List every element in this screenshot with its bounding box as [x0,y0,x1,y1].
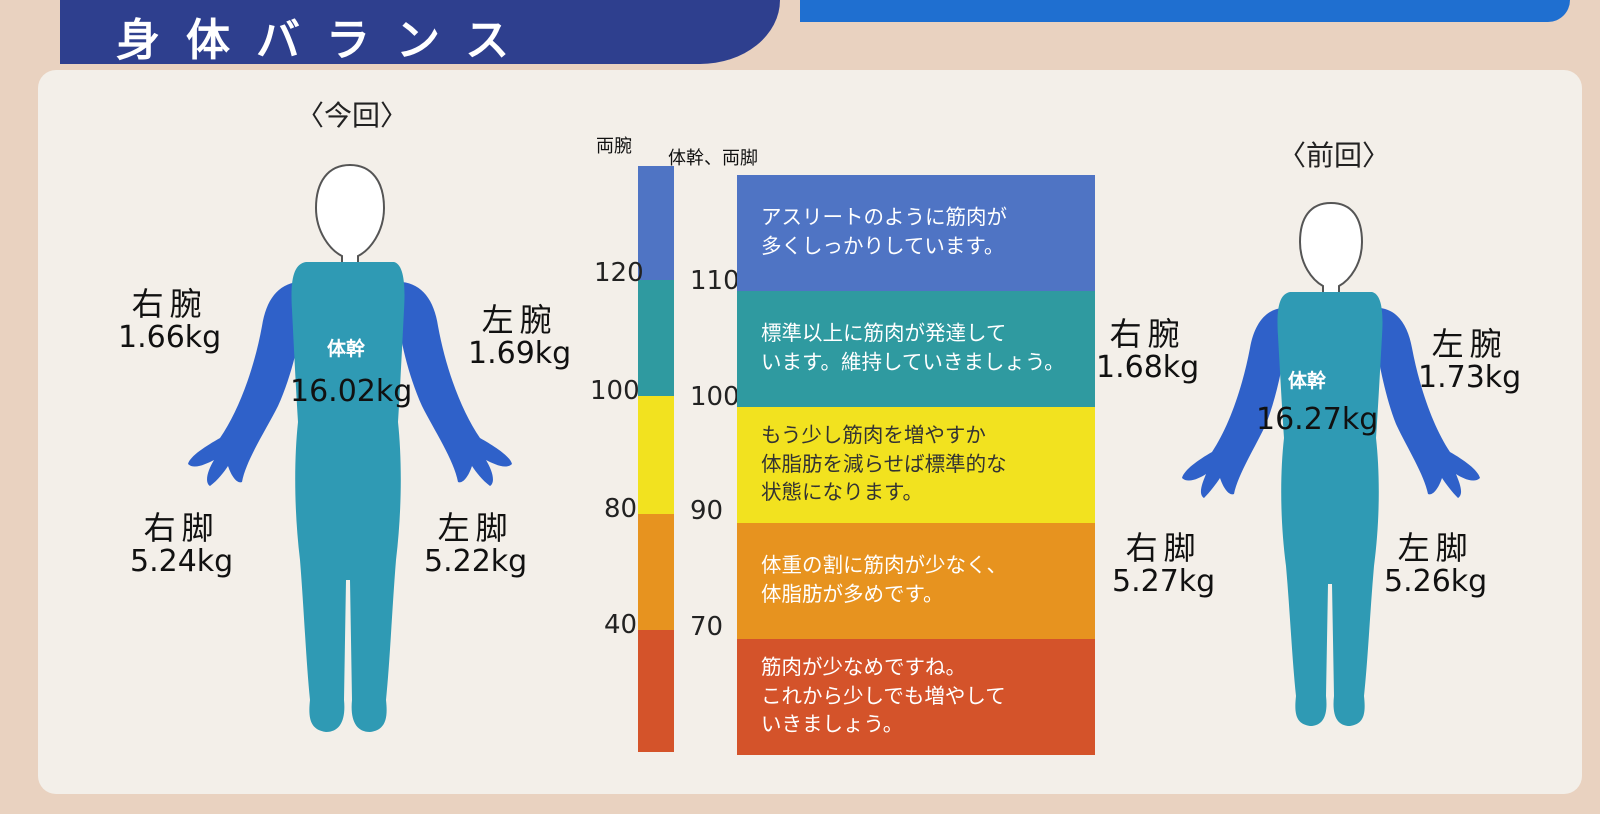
previous-trunk-value: 16.27kg [1256,402,1379,437]
current-left-leg-value: 5.22kg [424,543,528,579]
guide-row-athlete: アスリートのように筋肉が 多くしっかりしています。 [737,175,1095,291]
current-left-leg-name: 左脚 [437,509,514,547]
previous-right-arm-name: 右腕 [1109,315,1186,353]
guide-row-standard: もう少し筋肉を増やすか 体脂肪を減らせば標準的な 状態になります。 [737,407,1095,523]
guide-row-very-low: 筋肉が少なめですね。 これから少しでも増やして いきましょう。 [737,639,1095,755]
scale-color-bar [638,166,674,752]
previous-body-figure [1182,201,1480,726]
trunk-legs-tick: 90 [690,496,724,526]
previous-right-arm-label: 右腕 1.68kg [1096,315,1200,385]
title-band [60,0,780,64]
previous-label: 〈前回〉 [1278,139,1391,172]
current-right-leg-value: 5.24kg [130,543,234,579]
current-label: 〈今回〉 [296,99,409,132]
previous-right-leg-name: 右脚 [1125,529,1202,567]
current-left-leg-label: 左脚 5.22kg [424,509,528,579]
previous-left-arm-value: 1.73kg [1418,359,1522,395]
current-right-arm-name: 右腕 [131,285,208,323]
current-trunk [291,262,405,732]
scale-seg-above-standard [638,280,674,396]
previous-left-leg-value: 5.26kg [1384,563,1488,599]
previous-right-leg-value: 5.27kg [1112,563,1216,599]
arms-tick: 80 [604,494,638,524]
arms-scale-header: 両腕 [596,136,632,157]
guide-row-above-standard: 標準以上に筋肉が発達して います。維持していきましょう。 [737,291,1095,407]
scale-seg-low [638,514,674,630]
current-right-arm-value: 1.66kg [118,319,222,355]
current-trunk-value: 16.02kg [290,374,413,409]
previous-right-arm-value: 1.68kg [1096,349,1200,385]
trunk-legs-scale-header: 体幹、両脚 [668,148,758,169]
header-stripe [800,0,1570,22]
current-left-arm-label: 左腕 1.69kg [468,301,572,371]
previous-left-leg-name: 左脚 [1397,529,1474,567]
current-right-arm-label: 右腕 1.66kg [118,285,222,355]
current-right-arm [188,282,300,486]
scale-seg-standard [638,396,674,514]
previous-trunk [1277,292,1383,726]
current-left-arm [400,282,512,486]
current-right-leg-label: 右脚 5.24kg [130,509,234,579]
previous-left-arm-name: 左腕 [1431,325,1508,363]
page-title: 身体バランス [116,15,536,66]
previous-right-arm [1182,308,1284,498]
muscle-level-guide: アスリートのように筋肉が 多くしっかりしています。 標準以上に筋肉が発達して い… [737,175,1095,755]
previous-left-arm [1378,308,1480,498]
previous-left-leg-label: 左脚 5.26kg [1384,529,1488,599]
previous-right-leg-label: 右脚 5.27kg [1112,529,1216,599]
trunk-legs-tick: 110 [690,266,740,296]
current-body-figure [188,163,512,732]
current-head [314,163,386,269]
trunk-legs-tick: 70 [690,612,724,642]
guide-row-low: 体重の割に筋肉が少なく、 体脂肪が多めです。 [737,523,1095,639]
scale-seg-very-low [638,630,674,752]
previous-left-arm-label: 左腕 1.73kg [1418,325,1522,395]
previous-trunk-name: 体幹 [1288,370,1327,392]
previous-head [1298,201,1364,297]
arms-tick: 120 [594,258,644,288]
current-left-arm-value: 1.69kg [468,335,572,371]
trunk-legs-tick: 100 [690,382,740,412]
scale-seg-athlete [638,166,674,280]
current-left-arm-name: 左腕 [481,301,558,339]
arms-tick: 100 [590,376,640,406]
current-trunk-name: 体幹 [327,338,366,360]
arms-tick: 40 [604,610,638,640]
current-right-leg-name: 右脚 [143,509,220,547]
